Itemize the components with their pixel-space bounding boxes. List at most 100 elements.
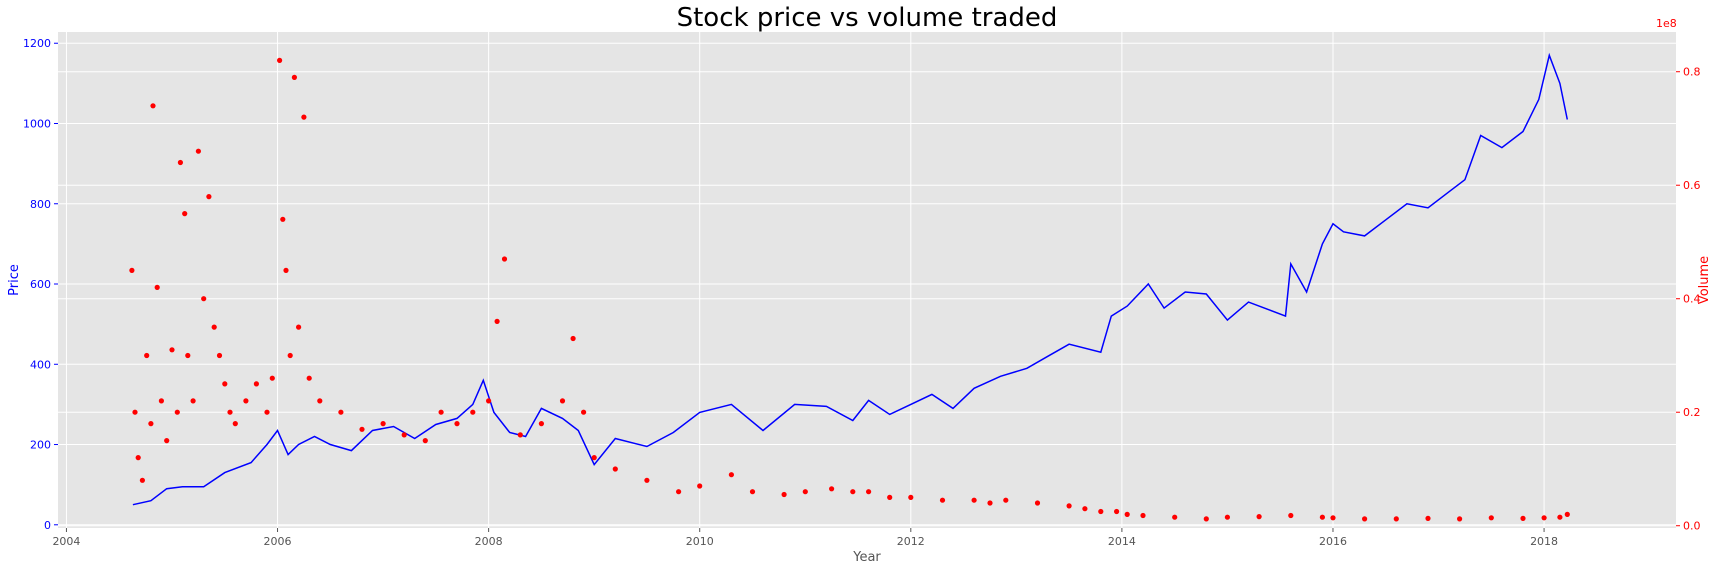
y-left-tick-label: 1200 — [23, 37, 51, 50]
y-left-tick-label: 1000 — [23, 117, 51, 130]
volume-point — [195, 148, 201, 154]
volume-point — [749, 489, 756, 495]
grid — [58, 32, 1676, 528]
volume-point — [269, 375, 275, 381]
y-right-tick-label: 0.6 — [1683, 179, 1701, 192]
volume-point — [781, 491, 787, 498]
volume-point — [287, 352, 293, 359]
x-tick-label: 2006 — [264, 535, 292, 548]
volume-point — [158, 398, 164, 404]
volume-point — [132, 409, 138, 415]
volume-point — [211, 324, 217, 330]
y-left-tick-label: 600 — [30, 278, 51, 291]
volume-point — [438, 409, 444, 415]
volume-point — [1066, 503, 1072, 509]
volume-point — [301, 114, 307, 120]
y-left-tick-label: 400 — [30, 358, 51, 371]
volume-point — [139, 477, 145, 483]
volume-point — [1541, 515, 1547, 521]
volume-point — [1488, 515, 1494, 521]
volume-point — [1425, 515, 1431, 522]
volume-point — [581, 409, 587, 415]
volume-point — [135, 455, 141, 461]
volume-point — [1457, 516, 1463, 522]
volume-point — [283, 267, 289, 273]
volume-point — [380, 421, 386, 427]
y-left-tick-label: 0 — [44, 519, 51, 532]
x-tick-label: 2014 — [1108, 535, 1136, 548]
volume-point — [1140, 512, 1146, 519]
volume-point — [401, 432, 407, 438]
volume-point — [612, 466, 618, 472]
volume-point — [277, 57, 283, 64]
volume-point — [501, 256, 508, 262]
right-y-axis-title: Volume — [1697, 256, 1712, 304]
right-axis-offset-label: 1e8 — [1656, 17, 1677, 30]
series-layer — [129, 52, 1570, 522]
y-right-tick-label: 0.0 — [1683, 520, 1701, 533]
plot-background — [58, 32, 1676, 528]
volume-point — [1330, 515, 1336, 521]
volume-point — [802, 489, 808, 495]
volume-point — [454, 421, 460, 427]
volume-point — [1114, 508, 1120, 515]
volume-point — [1288, 512, 1294, 519]
x-axis-title: Year — [852, 550, 881, 565]
y-right-tick-label: 0.2 — [1683, 406, 1701, 419]
axes: 2004 2006 2008 2010 2012 2014 2016 2018 0 200 400 6… — [23, 37, 1701, 548]
volume-point — [177, 159, 183, 166]
x-tick-label: 2008 — [475, 535, 503, 548]
volume-point — [253, 381, 259, 387]
volume-point — [280, 216, 286, 222]
chart-title: Stock price vs volume traded — [677, 3, 1058, 33]
volume-point — [154, 284, 160, 290]
x-tick-label: 2016 — [1319, 535, 1347, 548]
volume-point — [1520, 515, 1526, 522]
volume-point — [1393, 516, 1399, 522]
volume-point — [206, 194, 212, 200]
volume-point — [422, 438, 428, 444]
volume-point — [232, 421, 238, 427]
volume-point — [1362, 516, 1368, 522]
volume-point — [164, 438, 170, 444]
volume-point — [185, 352, 191, 359]
volume-point — [866, 489, 872, 495]
volume-point — [243, 398, 249, 404]
volume-point — [169, 347, 175, 353]
volume-point — [1564, 511, 1570, 517]
volume-point — [887, 494, 893, 500]
volume-point — [174, 409, 180, 415]
volume-point — [1034, 500, 1041, 506]
volume-point — [644, 477, 650, 483]
volume-point — [728, 472, 735, 478]
volume-point — [1172, 514, 1178, 520]
volume-point — [470, 409, 476, 415]
volume-point — [939, 497, 946, 503]
x-tick-label: 2004 — [52, 535, 80, 548]
volume-point — [222, 381, 228, 387]
plot-area — [58, 32, 1676, 528]
volume-point — [182, 211, 188, 217]
volume-point — [150, 103, 156, 109]
volume-point — [517, 432, 523, 438]
volume-point — [1557, 514, 1563, 520]
volume-point — [148, 421, 154, 427]
volume-point — [1003, 497, 1009, 503]
x-tick-label: 2010 — [686, 535, 714, 548]
volume-point — [227, 409, 233, 415]
volume-point — [1124, 511, 1130, 517]
volume-point — [570, 335, 576, 342]
volume-point — [697, 483, 703, 489]
volume-point — [494, 318, 500, 324]
volume-point — [538, 421, 545, 427]
y-left-tick-label: 200 — [30, 439, 51, 452]
y-right-tick-label: 0.8 — [1683, 66, 1701, 79]
volume-point — [190, 398, 196, 404]
x-tick-label: 2018 — [1530, 535, 1558, 548]
volume-point — [1319, 514, 1325, 520]
volume-point — [291, 74, 297, 80]
volume-point — [129, 267, 135, 273]
volume-point — [317, 398, 323, 404]
left-y-axis-title: Price — [7, 264, 22, 296]
